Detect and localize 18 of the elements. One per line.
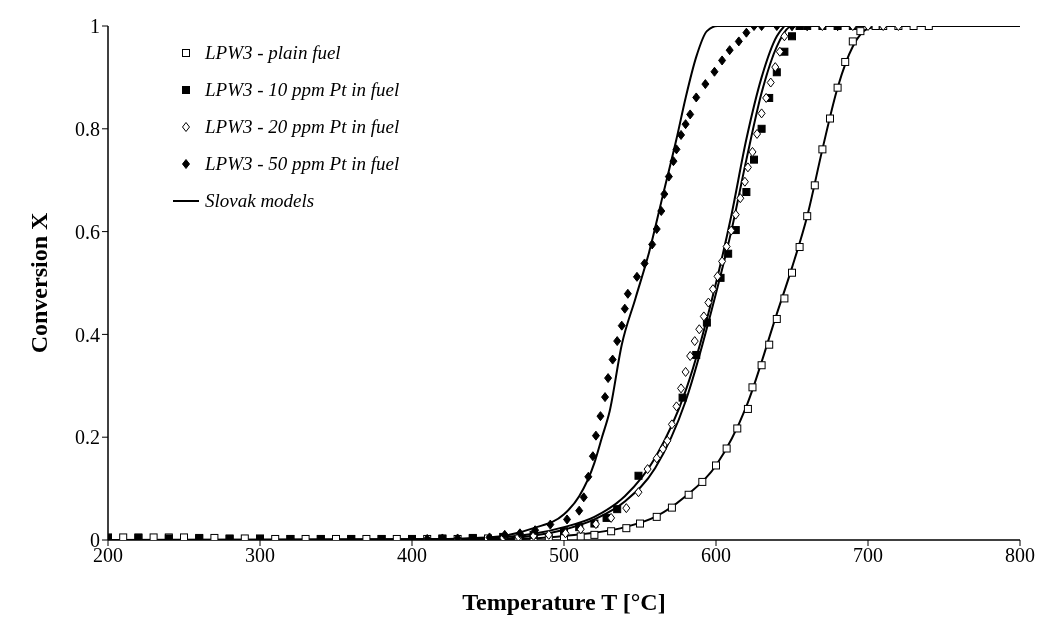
legend-label: Slovak models [205,189,315,212]
x-tick-label: 600 [701,544,731,567]
y-tick-label: 0.6 [75,220,100,243]
x-tick-label: 400 [397,544,427,567]
x-tick-label: 300 [245,544,275,567]
y-tick-label: 0.8 [75,117,100,140]
y-tick-label: 0.4 [75,323,100,346]
y-tick-label: 0.2 [75,426,100,449]
y-axis-title: Conversion X [25,212,52,354]
legend-label: LPW3 - 10 ppm Pt in fuel [205,78,400,101]
x-tick-label: 800 [1005,544,1035,567]
x-axis-title: Temperature T [°C] [462,589,666,615]
x-tick-label: 500 [549,544,579,567]
legend-label: LPW3 - plain fuel [205,41,341,64]
legend-label: LPW3 - 50 ppm Pt in fuel [205,152,400,175]
y-tick-label: 1 [90,15,100,38]
legend-label: LPW3 - 20 ppm Pt in fuel [205,115,400,138]
x-tick-label: 700 [853,544,883,567]
